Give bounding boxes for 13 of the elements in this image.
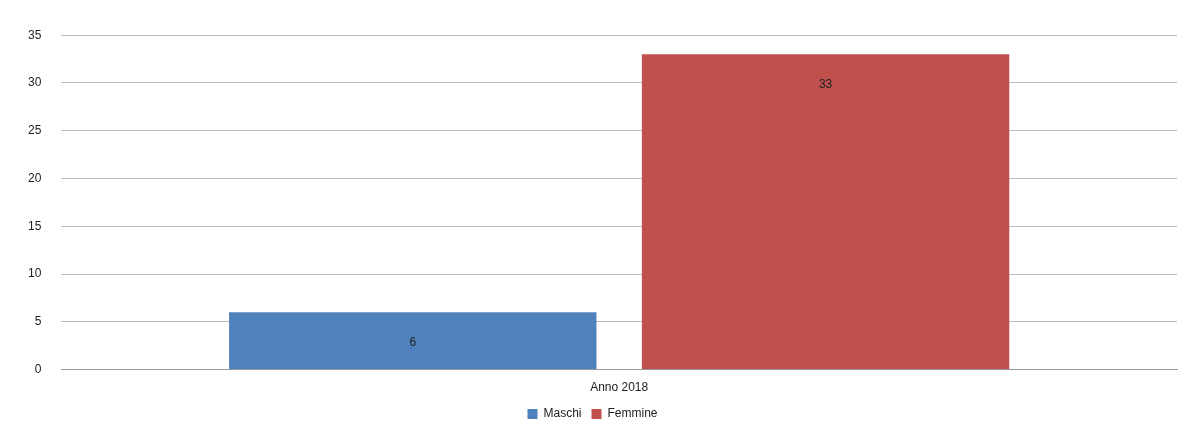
data-label: 6 [409,334,417,349]
y-tick-label: 10 [27,266,42,281]
legend-label: Maschi [543,406,582,421]
y-tick-label: 20 [27,170,42,185]
y-tick-label: 0 [34,361,42,376]
y-tick-label: 30 [27,75,42,90]
x-tick-label: Anno 2018 [590,380,649,395]
y-tick-label: 25 [27,123,42,138]
legend-label: Femmine [607,406,658,421]
y-tick-label: 5 [34,314,42,329]
data-label: 33 [818,76,833,91]
y-tick-label: 15 [27,218,42,233]
y-tick-label: 35 [27,27,42,42]
